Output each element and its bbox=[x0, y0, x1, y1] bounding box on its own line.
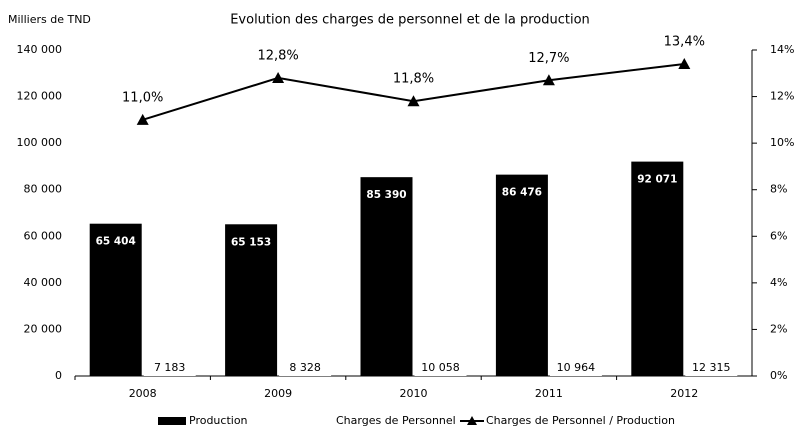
bar-label: 8 328 bbox=[289, 361, 321, 374]
bar bbox=[225, 224, 278, 376]
y2-tick-label: 8% bbox=[770, 183, 787, 196]
y-tick-label: 60 000 bbox=[24, 229, 63, 242]
bar bbox=[414, 352, 467, 376]
line-marker bbox=[136, 113, 149, 125]
bar-label: 86 476 bbox=[502, 187, 542, 199]
line-label: 12,7% bbox=[528, 51, 569, 66]
legend-swatch bbox=[467, 416, 477, 425]
x-tick-label: 2012 bbox=[670, 387, 698, 400]
y2-tick-label: 4% bbox=[770, 276, 787, 289]
line-marker bbox=[407, 95, 420, 107]
line-label: 13,4% bbox=[664, 34, 705, 49]
line-label: 11,8% bbox=[393, 72, 434, 87]
bar-label: 10 964 bbox=[557, 361, 596, 374]
bar-label: 65 404 bbox=[96, 236, 136, 248]
y-tick-label: 40 000 bbox=[24, 276, 63, 289]
bar bbox=[685, 347, 738, 376]
bar bbox=[360, 177, 413, 376]
line-marker bbox=[272, 71, 285, 83]
bar-label: 7 183 bbox=[154, 361, 186, 374]
y2-tick-label: 2% bbox=[770, 322, 787, 335]
line-label: 11,0% bbox=[122, 90, 163, 105]
bar-label: 65 153 bbox=[231, 236, 271, 248]
y-tick-label: 120 000 bbox=[17, 90, 63, 103]
line-marker bbox=[678, 57, 691, 69]
y2-tick-label: 0% bbox=[770, 369, 787, 382]
y2-tick-label: 10% bbox=[770, 136, 794, 149]
x-tick-label: 2009 bbox=[264, 387, 292, 400]
y2-tick-label: 6% bbox=[770, 229, 787, 242]
chart-title: Evolution des charges de personnel et de… bbox=[230, 13, 590, 28]
legend-swatch bbox=[158, 417, 186, 425]
y-tick-label: 100 000 bbox=[17, 136, 63, 149]
y-tick-label: 20 000 bbox=[24, 322, 63, 335]
legend-label: Production bbox=[189, 414, 248, 427]
bar-label: 10 058 bbox=[421, 361, 460, 374]
y-tick-label: 0 bbox=[55, 369, 62, 382]
legend-label: Charges de Personnel bbox=[336, 414, 456, 427]
x-tick-label: 2011 bbox=[535, 387, 563, 400]
legend-label: Charges de Personnel / Production bbox=[486, 414, 675, 427]
x-tick-label: 2008 bbox=[129, 387, 157, 400]
x-tick-label: 2010 bbox=[400, 387, 428, 400]
bar bbox=[143, 359, 196, 376]
y-axis-label: Milliers de TND bbox=[8, 13, 91, 26]
bar-label: 85 390 bbox=[366, 189, 406, 201]
y2-tick-label: 12% bbox=[770, 90, 794, 103]
bar bbox=[279, 356, 332, 376]
y-tick-label: 140 000 bbox=[17, 43, 63, 56]
bar bbox=[549, 350, 602, 376]
bar bbox=[631, 161, 684, 376]
bar-label: 92 071 bbox=[637, 174, 677, 186]
y2-tick-label: 14% bbox=[770, 43, 794, 56]
bar bbox=[89, 223, 142, 376]
bar-label: 12 315 bbox=[692, 361, 731, 374]
bar bbox=[495, 174, 548, 376]
y-tick-label: 80 000 bbox=[24, 183, 63, 196]
line-label: 12,8% bbox=[257, 48, 298, 63]
legend-swatch bbox=[305, 417, 333, 425]
line-marker bbox=[542, 74, 555, 86]
